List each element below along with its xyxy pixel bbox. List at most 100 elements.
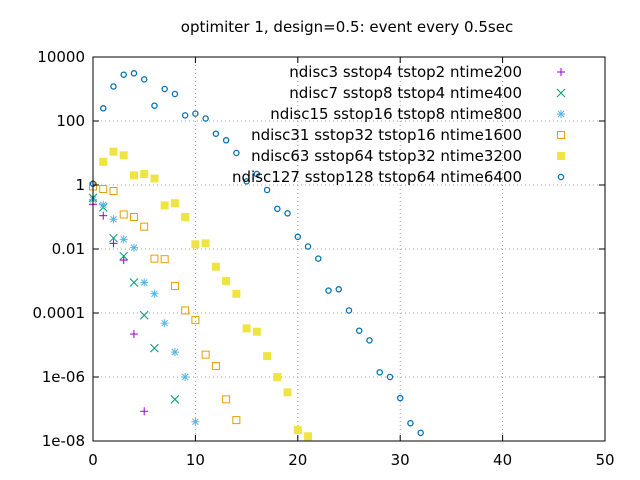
x-tick-label: 30 bbox=[391, 451, 410, 469]
y-tick-label: 1 bbox=[75, 176, 85, 194]
data-point bbox=[99, 211, 108, 220]
series-3 bbox=[89, 195, 200, 426]
data-point bbox=[129, 213, 138, 221]
chart-title: optimiter 1, design=0.5: event every 0.5… bbox=[181, 18, 513, 36]
legend-entry-label: ndisc7 sstop8 tstop4 ntime400 bbox=[289, 84, 522, 102]
data-point bbox=[181, 306, 190, 315]
data-point bbox=[283, 388, 292, 397]
data-point bbox=[170, 281, 179, 290]
x-tick-label: 50 bbox=[595, 451, 614, 469]
data-point bbox=[181, 112, 189, 119]
data-point bbox=[181, 213, 190, 221]
data-point bbox=[140, 170, 149, 179]
data-point bbox=[150, 289, 159, 298]
data-point bbox=[355, 327, 363, 334]
data-point bbox=[233, 149, 240, 157]
data-point bbox=[325, 287, 332, 294]
data-point bbox=[129, 243, 138, 252]
data-point bbox=[263, 186, 271, 194]
data-point bbox=[109, 186, 118, 195]
data-point bbox=[99, 157, 108, 166]
data-point bbox=[119, 256, 128, 265]
data-point bbox=[253, 170, 261, 178]
data-point bbox=[120, 71, 127, 78]
x-tick-label: 10 bbox=[186, 451, 205, 469]
data-point bbox=[304, 243, 312, 250]
data-point bbox=[242, 324, 251, 333]
data-point bbox=[170, 395, 180, 404]
data-point bbox=[150, 343, 159, 353]
data-point bbox=[109, 215, 118, 224]
data-point bbox=[151, 102, 158, 109]
series-5 bbox=[99, 147, 313, 441]
data-point bbox=[140, 222, 149, 231]
data-point bbox=[140, 278, 149, 287]
data-point bbox=[191, 417, 200, 426]
data-point bbox=[201, 239, 210, 248]
data-point bbox=[161, 85, 168, 93]
data-point bbox=[99, 184, 108, 193]
data-point bbox=[417, 429, 424, 437]
data-point bbox=[129, 278, 139, 287]
series-4 bbox=[89, 182, 241, 425]
data-point bbox=[345, 307, 353, 314]
legend-entry-label: ndisc3 sstop4 tstop2 ntime200 bbox=[289, 63, 522, 81]
data-point bbox=[556, 88, 566, 98]
y-tick-label: 0.01 bbox=[52, 240, 85, 258]
x-tick-label: 0 bbox=[88, 451, 98, 469]
data-point bbox=[222, 137, 230, 144]
series-1 bbox=[89, 200, 149, 416]
data-point bbox=[119, 235, 128, 244]
legend-entry-label: ndisc127 sstop128 tstop64 ntime6400 bbox=[232, 168, 522, 186]
data-point bbox=[202, 115, 209, 122]
series-2 bbox=[88, 193, 180, 404]
data-point bbox=[273, 373, 282, 381]
data-point bbox=[557, 173, 565, 181]
data-point bbox=[557, 152, 565, 160]
data-point bbox=[140, 76, 148, 83]
data-point bbox=[335, 286, 343, 293]
data-point bbox=[99, 105, 107, 112]
data-point bbox=[181, 373, 190, 381]
legend-entry-label: ndisc15 sstop16 tstop8 ntime800 bbox=[270, 105, 522, 123]
data-point bbox=[150, 174, 159, 183]
data-point bbox=[160, 319, 169, 328]
data-point bbox=[109, 239, 118, 248]
legend: ndisc3 sstop4 tstop2 ntime200 ndisc7 ssto… bbox=[232, 63, 566, 186]
legend-entry-label: ndisc63 sstop64 tstop32 ntime3200 bbox=[251, 147, 522, 165]
data-point bbox=[129, 171, 138, 180]
data-point bbox=[232, 289, 241, 298]
data-point bbox=[222, 277, 231, 285]
data-point bbox=[170, 199, 179, 208]
data-point bbox=[557, 110, 565, 118]
data-point bbox=[304, 432, 313, 441]
legend-entry-label: ndisc31 sstop32 tstop16 ntime1600 bbox=[251, 126, 522, 144]
data-point bbox=[293, 426, 302, 435]
y-tick-label: 1e-08 bbox=[42, 432, 85, 450]
data-point bbox=[243, 178, 250, 185]
data-point bbox=[315, 255, 322, 262]
data-point bbox=[99, 200, 108, 209]
data-point bbox=[110, 83, 117, 90]
data-point bbox=[119, 251, 129, 261]
y-tick-label: 1e-06 bbox=[42, 368, 85, 386]
y-tick-label: 10000 bbox=[37, 48, 85, 66]
y-tick-label: 0.0001 bbox=[33, 304, 86, 322]
data-point bbox=[376, 369, 383, 376]
data-point bbox=[191, 316, 200, 325]
data-point bbox=[119, 151, 128, 160]
data-point bbox=[386, 373, 394, 381]
data-point bbox=[263, 352, 272, 361]
data-point bbox=[192, 110, 199, 117]
series-6 bbox=[89, 70, 424, 437]
data-point bbox=[139, 310, 149, 320]
data-point bbox=[252, 327, 261, 336]
ticks: 0 10 20 30 40 50 1e-08 1e-06 0.0001 0.01 1 100 10000 bbox=[33, 48, 615, 469]
data-point bbox=[191, 240, 200, 249]
data-point bbox=[407, 419, 414, 427]
data-point bbox=[222, 395, 231, 404]
x-tick-label: 40 bbox=[493, 451, 512, 469]
data-point bbox=[170, 348, 179, 357]
x-tick-label: 20 bbox=[288, 451, 307, 469]
data-point bbox=[109, 233, 118, 243]
